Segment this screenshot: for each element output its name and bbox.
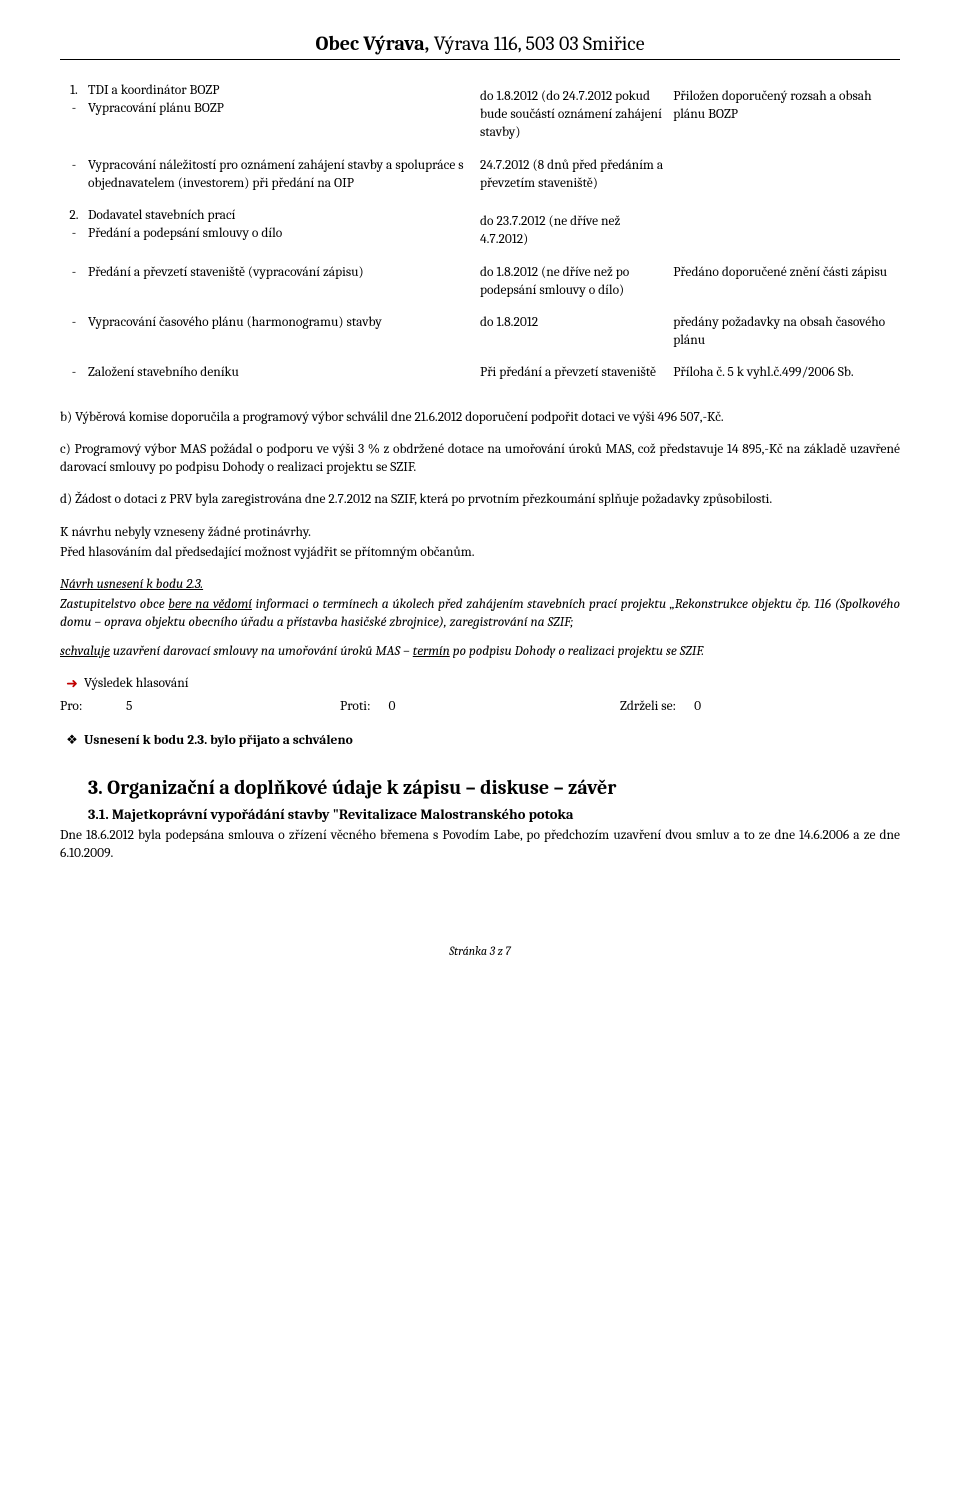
list-head: Dodavatel stavebních prací [88, 207, 474, 225]
list-head: TDI a koordinátor BOZP [88, 82, 474, 100]
list-number: 2. [60, 207, 88, 225]
draft-p2-a: uzavření darovací smlouvy na umořování ú… [110, 644, 413, 659]
list-dash: - [60, 364, 88, 382]
vote-result-label: Výsledek hlasování [84, 675, 189, 694]
arrow-icon: ➜ [60, 675, 84, 694]
vote-proti: Proti: 0 [340, 698, 620, 716]
vote-zdrzeli: Zdrželi se: 0 [620, 698, 900, 716]
cell-task: - Vypracování náležitostí pro oznámení z… [60, 153, 480, 203]
para-no-counter: K návrhu nebyly vzneseny žádné protinávr… [60, 524, 900, 542]
table-row: 2. Dodavatel stavebních prací - Předání … [60, 203, 900, 259]
cell-task: 1. TDI a koordinátor BOZP - Vypracování … [60, 78, 480, 153]
list-dash: - [60, 157, 88, 193]
cell-note [673, 203, 900, 259]
cell-task: - Založení stavebního deníku [60, 360, 480, 392]
draft-p1-u1: bere na vědomí [168, 597, 252, 612]
list-text: Předání a podepsání smlouvy o dílo [88, 225, 474, 243]
list-dash: - [60, 314, 88, 332]
draft-p2-u2: termín [413, 644, 450, 659]
draft-heading: Návrh usnesení k bodu 2.3. [60, 576, 900, 594]
para-d: d) Žádost o dotaci z PRV byla zaregistro… [60, 491, 900, 509]
draft-p2-c: po podpisu Dohody o realizaci projektu s… [450, 644, 704, 659]
list-text: Předání a převzetí staveniště (vypracová… [88, 264, 474, 282]
vote-proti-value: 0 [389, 698, 396, 716]
para-before-vote: Před hlasováním dal předsedající možnost… [60, 544, 900, 562]
list-text: Vypracování časového plánu (harmonogramu… [88, 314, 474, 332]
table-row: - Vypracování náležitostí pro oznámení z… [60, 153, 900, 203]
cell-date: do 23.7.2012 (ne dříve než 4.7.2012) [480, 203, 673, 259]
cell-date: 24.7.2012 (8 dnů před předáním a převzet… [480, 153, 673, 203]
vote-zdr-label: Zdrželi se: [620, 698, 676, 716]
draft-p2-u1: schvaluje [60, 644, 110, 659]
cell-note: předány požadavky na obsah časového plán… [673, 310, 900, 360]
para-b: b) Výběrová komise doporučila a programo… [60, 409, 900, 427]
page: Obec Výrava, Výrava 116, 503 03 Smiřice … [0, 0, 960, 999]
para-c: c) Programový výbor MAS požádal o podpor… [60, 441, 900, 477]
vote-pro: Pro: 5 [60, 698, 340, 716]
list-text: Vypracování náležitostí pro oznámení zah… [88, 157, 474, 193]
page-header: Obec Výrava, Výrava 116, 503 03 Smiřice [60, 30, 900, 57]
cell-note: Příloha č. 5 k vyhl.č.499/2006 Sb. [673, 360, 900, 392]
table-row: 1. TDI a koordinátor BOZP - Vypracování … [60, 78, 900, 153]
draft-para-2: schvaluje uzavření darovací smlouvy na u… [60, 643, 900, 661]
cell-date: do 1.8.2012 (do 24.7.2012 pokud bude sou… [480, 78, 673, 153]
date-text: do 23.7.2012 (ne dříve než 4.7.2012) [480, 213, 667, 249]
cell-date: Při předání a převzetí staveniště [480, 360, 673, 392]
cell-note [673, 153, 900, 203]
para-3-1: Dne 18.6.2012 byla podepsána smlouva o z… [60, 827, 900, 863]
diamond-icon: ❖ [60, 732, 84, 750]
table-row: - Vypracování časového plánu (harmonogra… [60, 310, 900, 360]
cell-note: Přiložen doporučený rozsah a obsah plánu… [673, 78, 900, 153]
vote-zdr-value: 0 [694, 698, 701, 716]
list-text: Vypracování plánu BOZP [88, 100, 474, 118]
draft-para-1: Zastupitelstvo obce bere na vědomí infor… [60, 596, 900, 632]
note-text: Přiložen doporučený rozsah a obsah plánu… [673, 88, 894, 124]
draft-p1-a: Zastupitelstvo obce [60, 597, 168, 612]
table-row: - Založení stavebního deníku Při předání… [60, 360, 900, 392]
list-text: Založení stavebního deníku [88, 364, 474, 382]
header-org-rest: Výrava 116, 503 03 Smiřice [429, 32, 644, 55]
header-rule [60, 59, 900, 60]
adopted-text: Usnesení k bodu 2.3. bylo přijato a schv… [84, 732, 353, 750]
list-dash: - [60, 225, 88, 243]
table-row: - Předání a převzetí staveniště (vypraco… [60, 260, 900, 310]
cell-task: 2. Dodavatel stavebních prací - Předání … [60, 203, 480, 259]
task-table: 1. TDI a koordinátor BOZP - Vypracování … [60, 78, 900, 393]
vote-pro-label: Pro: [60, 698, 108, 716]
page-footer: Stránka 3 z 7 [60, 943, 900, 959]
cell-date: do 1.8.2012 (ne dříve než po podepsání s… [480, 260, 673, 310]
header-org-bold: Obec Výrava, [315, 32, 429, 55]
section-3-heading: 3. Organizační a doplňkové údaje k zápis… [88, 774, 900, 801]
list-dash: - [60, 100, 88, 118]
list-number: 1. [60, 82, 88, 100]
date-text: do 1.8.2012 (do 24.7.2012 pokud bude sou… [480, 88, 667, 143]
vote-pro-value: 5 [126, 698, 132, 716]
cell-date: do 1.8.2012 [480, 310, 673, 360]
cell-task: - Předání a převzetí staveniště (vypraco… [60, 260, 480, 310]
section-3-1-heading: 3.1. Majetkoprávní vypořádání stavby "Re… [88, 805, 900, 825]
cell-note: Předáno doporučené znění části zápisu [673, 260, 900, 310]
cell-task: - Vypracování časového plánu (harmonogra… [60, 310, 480, 360]
vote-proti-label: Proti: [340, 698, 371, 716]
list-dash: - [60, 264, 88, 282]
